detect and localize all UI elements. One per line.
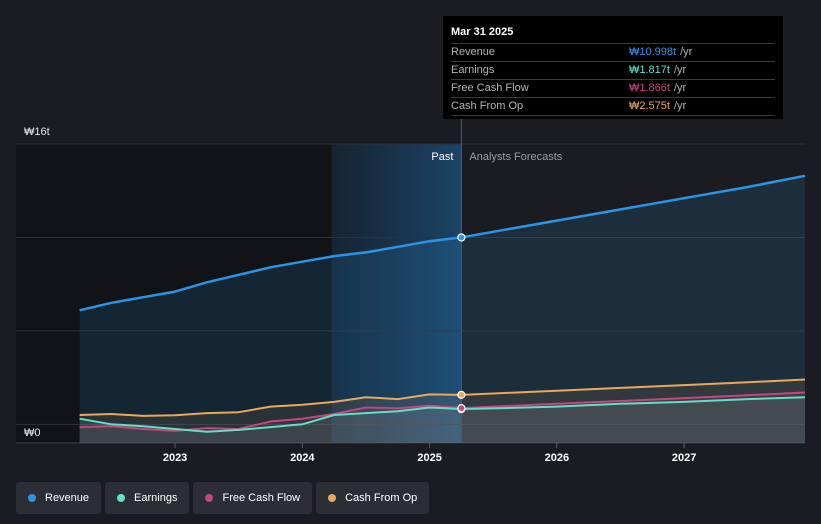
tooltip-row-unit: /yr [673, 82, 687, 94]
area-revenue [79, 175, 806, 444]
x-axis: 2023 2024 2025 2026 2027 [163, 443, 696, 464]
x-tick-label: 2026 [545, 452, 569, 464]
legend-label: Cash From Op [345, 492, 418, 504]
line-earnings [79, 396, 806, 433]
line-cash-from-op [79, 378, 806, 417]
legend-item-free-cash-flow[interactable]: Free Cash Flow [193, 482, 313, 514]
tooltip-row-value: ₩1.817t [629, 64, 670, 76]
tooltip-row-value: ₩1.866t [629, 82, 670, 94]
line-revenue [79, 174, 806, 312]
tooltip-row-unit: /yr [673, 100, 687, 112]
forecast-label: Analysts Forecasts [469, 151, 562, 163]
tooltip-date: Mar 31 2025 [451, 26, 514, 38]
x-tick-label: 2024 [290, 452, 315, 464]
area-earnings [79, 397, 806, 443]
tooltip-row-label: Revenue [451, 46, 496, 58]
legend-label: Revenue [45, 492, 90, 504]
y-axis-top-label: ₩16t [24, 126, 50, 138]
x-tick-label: 2025 [417, 452, 441, 464]
tooltip-row-value: ₩10.998t [629, 46, 677, 58]
marker-cash-from-op [457, 390, 466, 399]
marker-free-cash-flow [457, 404, 466, 413]
x-tick-label: 2023 [163, 452, 187, 464]
area-free-cash-flow [79, 392, 806, 443]
tooltip-row-unit: /yr [673, 64, 687, 76]
legend-dot-icon [28, 494, 36, 502]
y-axis-bottom-label: ₩0 [24, 427, 41, 439]
legend-label: Free Cash Flow [222, 492, 301, 504]
recent-past-shade [331, 144, 462, 443]
tooltip-row: Cash From Op ₩2.575t/yr [451, 97, 775, 116]
legend: Revenue Earnings Free Cash Flow Cash From O… [16, 482, 430, 514]
legend-item-earnings[interactable]: Earnings [105, 482, 190, 514]
legend-dot-icon [205, 494, 214, 502]
tooltip-row: Earnings ₩1.817t/yr [451, 61, 775, 79]
legend-dot-icon [328, 494, 337, 502]
legend-label: Earnings [134, 492, 178, 504]
tooltip-row-value: ₩2.575t [629, 100, 670, 112]
line-free-cash-flow [79, 391, 806, 432]
gridlines [16, 143, 805, 444]
tooltip-row-label: Cash From Op [451, 100, 524, 112]
tooltip-markers [457, 233, 466, 414]
tooltip: Mar 31 2025 Revenue ₩10.998t/yr Earnings ₩1… [443, 16, 783, 119]
series-lines [79, 174, 806, 433]
tooltip-row: Free Cash Flow ₩1.866t/yr [451, 79, 775, 97]
legend-item-revenue[interactable]: Revenue [16, 482, 102, 514]
legend-dot-icon [117, 494, 126, 502]
tooltip-row-label: Free Cash Flow [451, 82, 529, 94]
tooltip-row-label: Earnings [451, 64, 495, 76]
x-tick-label: 2027 [672, 452, 696, 464]
tooltip-row-unit: /yr [680, 46, 693, 58]
past-label: Past [431, 151, 453, 163]
marker-revenue [457, 233, 466, 242]
legend-item-cash-from-op[interactable]: Cash From Op [316, 482, 430, 514]
tooltip-row: Revenue ₩10.998t/yr [451, 43, 775, 61]
